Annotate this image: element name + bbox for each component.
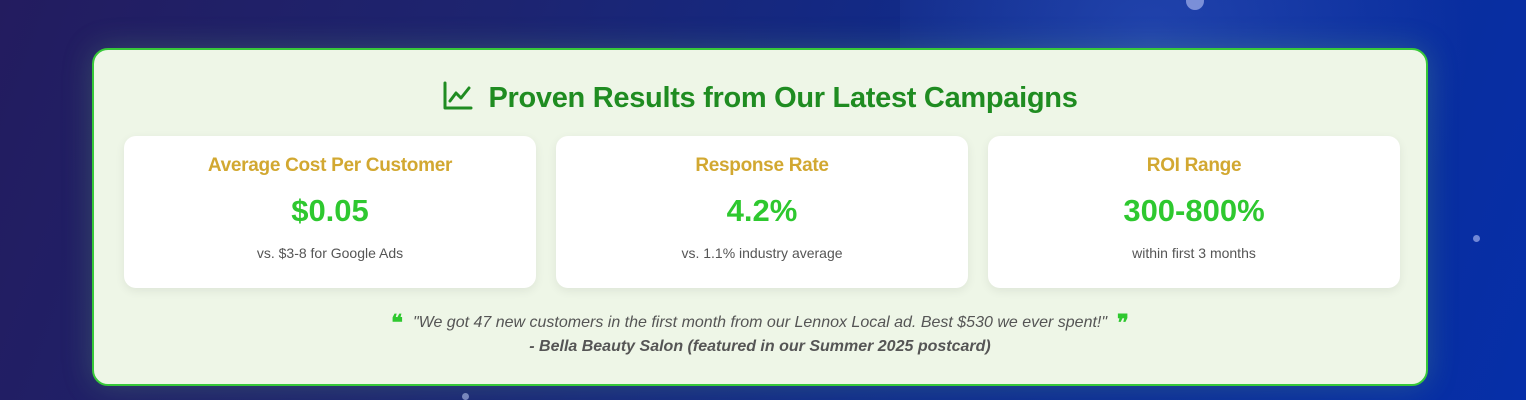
decorative-dot bbox=[462, 393, 469, 400]
quote-right-icon: ❞ bbox=[1117, 310, 1129, 336]
stat-note: vs. 1.1% industry average bbox=[681, 245, 843, 261]
stat-value: 4.2% bbox=[726, 193, 798, 228]
quote-left-icon: ❝ bbox=[391, 310, 403, 336]
testimonial-text: "We got 47 new customers in the first mo… bbox=[412, 314, 1108, 331]
stat-value: $0.05 bbox=[291, 193, 369, 228]
section-header: Proven Results from Our Latest Campaigns bbox=[94, 80, 1426, 117]
results-panel: Proven Results from Our Latest Campaigns… bbox=[92, 48, 1428, 386]
decorative-dot bbox=[1186, 0, 1204, 10]
testimonial-quote: ❝ "We got 47 new customers in the first … bbox=[94, 312, 1426, 334]
stat-note: vs. $3-8 for Google Ads bbox=[256, 245, 404, 261]
testimonial-attribution: - Bella Beauty Salon (featured in our Su… bbox=[529, 338, 991, 355]
stat-card-cost-per-customer: Average Cost Per Customer $0.05 vs. $3-8… bbox=[124, 136, 536, 288]
stat-card-response-rate: Response Rate 4.2% vs. 1.1% industry ave… bbox=[556, 136, 968, 288]
stat-label: ROI Range bbox=[1146, 155, 1242, 176]
stat-note: within first 3 months bbox=[1132, 245, 1256, 261]
stat-card-roi-range: ROI Range 300-800% within first 3 months bbox=[988, 136, 1400, 288]
chart-line-icon bbox=[442, 80, 474, 117]
stats-cards: Average Cost Per Customer $0.05 vs. $3-8… bbox=[124, 136, 1400, 288]
decorative-dot bbox=[1473, 235, 1480, 242]
section-title: Proven Results from Our Latest Campaigns bbox=[488, 82, 1078, 114]
stat-label: Response Rate bbox=[695, 155, 829, 176]
stat-value: 300-800% bbox=[1123, 193, 1265, 228]
stat-label: Average Cost Per Customer bbox=[207, 155, 453, 176]
